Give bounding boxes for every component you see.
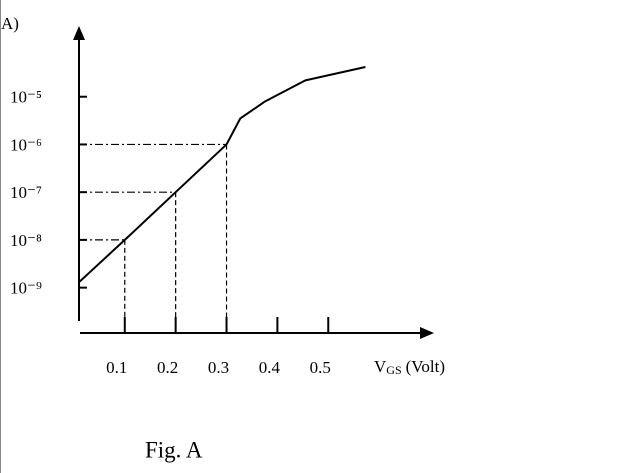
x-tick-label: 0.4 — [259, 358, 281, 377]
x-tick-label: 0.2 — [157, 358, 178, 377]
y-axis-arrow — [73, 26, 85, 40]
y-axis-label: A) — [1, 14, 19, 33]
curve — [78, 65, 366, 283]
x-label-sub: GS — [386, 363, 401, 377]
y-tick-label: 10⁻⁸ — [10, 231, 42, 250]
y-tick-label: 10⁻⁶ — [10, 135, 42, 154]
caption: Fig. A — [145, 437, 203, 462]
x-axis-arrow — [420, 327, 434, 339]
x-tick-label: 0.1 — [106, 358, 127, 377]
x-label-main: V — [374, 357, 387, 376]
y-tick-label: 10⁻⁹ — [10, 279, 42, 298]
y-tick-label: 10⁻⁷ — [10, 183, 42, 202]
x-label-unit: (Volt) — [406, 357, 445, 376]
y-tick-label: 10⁻⁵ — [10, 88, 42, 107]
x-tick-label: 0.5 — [310, 358, 331, 377]
x-tick-label: 0.3 — [208, 358, 229, 377]
x-axis-label: VGS (Volt) — [374, 357, 445, 377]
